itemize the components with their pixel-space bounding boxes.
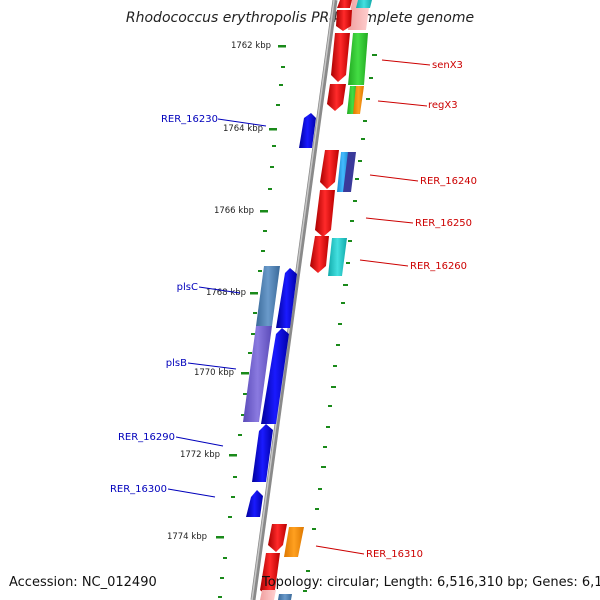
reverse-leaders [167,118,267,498]
gene-label-RER_16260[interactable]: RER_16260 [410,261,467,272]
topology-text: Topology: circular; Length: 6,516,310 bp… [262,575,600,590]
gene-block-plsC-steel [256,266,280,326]
gene-arrow-RER_16290 [252,424,273,482]
tick-label-1766: 1766 kbp [214,206,254,216]
gene-arrow-red-6 [310,236,329,273]
gene-arrow-red-1 [336,10,352,31]
gene-label-senX3[interactable]: senX3 [432,60,463,71]
gene-label-RER_16290[interactable]: RER_16290 [118,432,175,443]
gene-arrow-red-3 [327,84,346,111]
gene-arrow-senX3-green [348,33,368,85]
gene-label-plsB[interactable]: plsB [166,358,187,369]
gene-arrow-red-7 [268,524,287,552]
gene-arrow-navy [343,152,356,192]
tick-label-1772: 1772 kbp [180,450,220,460]
gene-arrow-RER_16300 [246,490,263,517]
gene-arrow-red-5 [315,190,335,237]
gene-label-regX3[interactable]: regX3 [428,100,458,111]
tick-label-1770: 1770 kbp [194,368,234,378]
gene-arrow-red-8 [260,553,280,596]
map-title: Rhodococcus erythropolis PR4, complete g… [125,10,475,26]
gene-arrow-regX3-orange [353,86,364,114]
accession-text: Accession: NC_012490 [9,575,157,590]
gene-label-RER_16300[interactable]: RER_16300 [110,484,167,495]
major-ticks [216,45,286,539]
gene-label-RER_16230[interactable]: RER_16230 [161,114,218,125]
gene-label-RER_16250[interactable]: RER_16250 [415,218,472,229]
gene-arrow-red-4 [320,150,339,189]
gene-label-RER_16240[interactable]: RER_16240 [420,176,477,187]
gene-arrow-RER_16230 [299,113,316,148]
tick-label-1764: 1764 kbp [223,124,263,134]
gene-arrow-plsC [276,268,297,328]
gene-arrow-red-2 [331,33,350,82]
gene-label-RER_16310[interactable]: RER_16310 [366,549,423,560]
forward-features [260,0,372,600]
gene-block-plsB-purple [243,326,272,422]
gene-block-bottom-steel [278,594,292,600]
gene-arrow-top-cyan [356,0,372,8]
forward-leaders [315,59,431,555]
gene-arrow-top-red [337,0,352,8]
forward-dot-track [303,54,377,592]
gene-arrow-plsB [261,328,289,424]
genome-backbone [250,0,338,600]
tick-label-1768: 1768 kbp [206,288,246,298]
gene-arrow-orange [284,527,304,557]
tick-label-1774: 1774 kbp [167,532,207,542]
reverse-dot-track [218,66,285,598]
tick-label-1762: 1762 kbp [231,41,271,51]
gene-block-bottom-pink [260,590,276,600]
gene-arrow-cyan [328,238,347,276]
reverse-features [243,113,316,517]
gene-label-plsC[interactable]: plsC [177,282,198,293]
